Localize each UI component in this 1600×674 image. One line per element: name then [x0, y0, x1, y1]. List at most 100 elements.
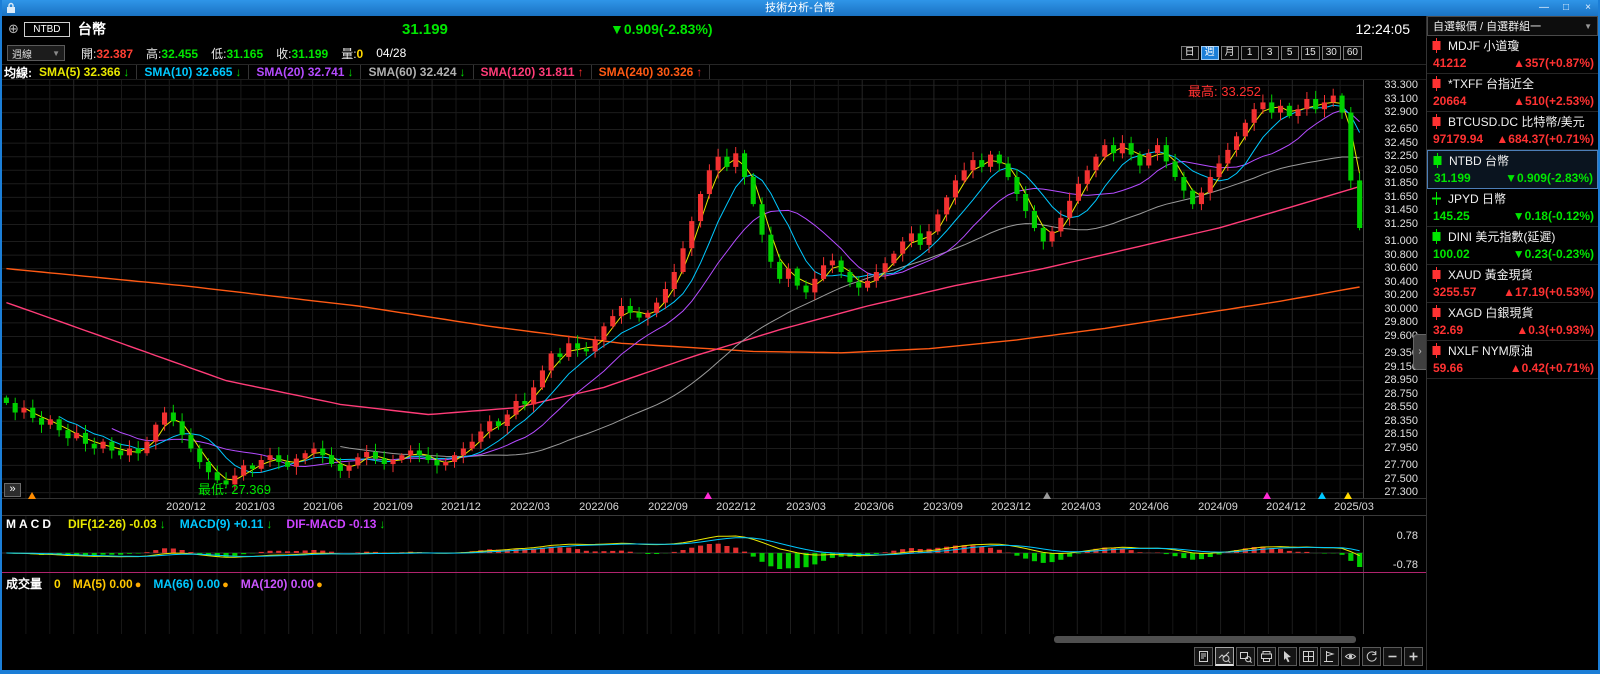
- candle-icon: [1432, 76, 1441, 91]
- watchlist-item[interactable]: MDJF 小道瓊 41212 ▲357(+0.87%): [1427, 36, 1598, 74]
- event-marker-icon: [28, 492, 36, 499]
- report-button[interactable]: [1194, 647, 1213, 666]
- watchlist-item[interactable]: *TXFF 台指近全 20664 ▲510(+2.53%): [1427, 74, 1598, 112]
- price-tick: 30.400: [1384, 275, 1418, 288]
- price-tick: 31.850: [1384, 177, 1418, 190]
- zoom-in-button[interactable]: [1404, 647, 1423, 666]
- chart-main-area: ⊕ 台幣 31.199 ▼0.909(-2.83%) 12:24:05 週線 ▼…: [2, 16, 1426, 670]
- watchlist-item-change: ▲510(+2.53%): [1513, 93, 1594, 108]
- macd-axis: 0.78 -0.78: [1364, 516, 1422, 573]
- price-tick: 33.100: [1384, 92, 1418, 105]
- sidebar-collapse-handle[interactable]: ›: [1413, 334, 1426, 370]
- cursor-button[interactable]: [1278, 647, 1297, 666]
- watchlist-item-change: ▲357(+0.87%): [1513, 55, 1594, 70]
- indicator-button[interactable]: [1320, 647, 1339, 666]
- timeframe-button-週[interactable]: 週: [1200, 46, 1219, 60]
- watchlist-item[interactable]: XAGD 白銀現貨 32.69 ▲0.3(+0.93%): [1427, 303, 1598, 341]
- watchlist-item[interactable]: JPYD 日幣 145.25 ▼0.18(-0.12%): [1427, 189, 1598, 227]
- watchlist-item-name: DINI 美元指數(延遲): [1431, 228, 1594, 245]
- zoom-out-button[interactable]: [1383, 647, 1402, 666]
- eye-button[interactable]: [1341, 647, 1360, 666]
- watchlist-item-name: BTCUSD.DC 比特幣/美元: [1431, 113, 1594, 130]
- timeframe-button-3[interactable]: 3: [1260, 46, 1279, 60]
- timeframe-button-30[interactable]: 30: [1321, 46, 1341, 60]
- volume-legend-item: MA(5) 0.00 ●: [72, 576, 142, 591]
- print-button[interactable]: [1257, 647, 1276, 666]
- main-chart[interactable]: 33.300 33.100 32.900 32.650 32.450 32.250 32.0…: [2, 79, 1426, 499]
- timeframe-button-1[interactable]: 1: [1240, 46, 1259, 60]
- ohlc-row: 開:32.387 高:32.455 低:31.165 收:31.199 量:0: [81, 45, 363, 62]
- watchlist-item-name: NXLF NYM原油: [1431, 342, 1594, 359]
- symbol-name: 台幣: [77, 21, 106, 37]
- ohlc-field: 開:32.387: [81, 46, 134, 61]
- volume-legend: 成交量 0 MA(5) 0.00 ● MA(66) 0.00 ● MA(120) 0.0…: [6, 575, 323, 592]
- watchlist-group-select[interactable]: 自選報價 / 自選群組一 ▼: [1427, 16, 1598, 36]
- ohlc-field: 高:32.455: [146, 46, 199, 61]
- sma-legend-item: SMA(120) 31.811 ↑: [474, 65, 592, 79]
- price-tick: 28.150: [1384, 428, 1418, 441]
- print-icon: [1261, 651, 1272, 662]
- price-tick: 32.900: [1384, 106, 1418, 119]
- volume-legend-item: MA(120) 0.00 ●: [240, 576, 323, 591]
- price-tick: 32.450: [1384, 136, 1418, 149]
- price-tick: 32.650: [1384, 123, 1418, 136]
- volume-legend-item: MA(66) 0.00 ●: [153, 576, 229, 591]
- region-zoom-button[interactable]: [1236, 647, 1255, 666]
- sma-legend-item: SMA(20) 32.741 ↓: [249, 65, 362, 79]
- watchlist-group-label: 自選報價 / 自選群組一: [1433, 21, 1542, 33]
- watchlist-item-name: *TXFF 台指近全: [1431, 75, 1594, 92]
- date-tick: 2022/09: [648, 501, 688, 513]
- watchlist-item[interactable]: XAUD 黃金現貨 3255.57 ▲17.19(+0.53%): [1427, 265, 1598, 303]
- price-tick: 28.950: [1384, 374, 1418, 387]
- refresh-icon: [1366, 651, 1377, 662]
- price-tick: 27.500: [1384, 472, 1418, 485]
- sma-legend-item: SMA(240) 30.326 ↑: [592, 65, 711, 79]
- date-tick: 2024/12: [1266, 501, 1306, 513]
- price-tick: 31.450: [1384, 204, 1418, 217]
- candlestick-plot[interactable]: [2, 80, 1364, 498]
- candle-icon: [1432, 229, 1441, 244]
- maximize-button[interactable]: □: [1562, 2, 1570, 13]
- symbol-search-icon[interactable]: ⊕: [8, 21, 19, 36]
- price-tick: 28.350: [1384, 414, 1418, 427]
- clock: 12:24:05: [1355, 21, 1411, 37]
- price-tick: 30.200: [1384, 289, 1418, 302]
- watchlist-item[interactable]: BTCUSD.DC 比特幣/美元 97179.94 ▲684.37(+0.71%): [1427, 112, 1598, 150]
- price-tick: 27.300: [1384, 486, 1418, 499]
- timeframe-button-月[interactable]: 月: [1220, 46, 1239, 60]
- price-tick: 30.000: [1384, 302, 1418, 315]
- timeframe-button-5[interactable]: 5: [1280, 46, 1299, 60]
- minimize-button[interactable]: —: [1539, 2, 1549, 13]
- symbol-code-input[interactable]: [23, 21, 70, 37]
- macd-title: MACD: [6, 517, 54, 531]
- refresh-button[interactable]: [1362, 647, 1381, 666]
- price-tick: 29.600: [1384, 330, 1418, 342]
- bottom-toolbar: [1194, 647, 1423, 666]
- timeframe-button-日[interactable]: 日: [1180, 46, 1199, 60]
- grid-button[interactable]: [1299, 647, 1318, 666]
- watchlist-item[interactable]: NTBD 台幣 31.199 ▼0.909(-2.83%): [1427, 150, 1598, 189]
- date-tick: 2024/09: [1198, 501, 1238, 513]
- horizontal-scrollbar[interactable]: [1054, 636, 1356, 643]
- price-tick: 29.800: [1384, 316, 1418, 329]
- expand-button[interactable]: »: [4, 483, 21, 497]
- close-button[interactable]: ×: [1585, 2, 1591, 13]
- timeframe-buttons: 日週月 1 3 5 15 30 60: [1180, 46, 1362, 60]
- watchlist-item[interactable]: NXLF NYM原油 59.66 ▲0.42(+0.71%): [1427, 341, 1598, 379]
- sma-legend-item: SMA(5) 32.366 ↓: [32, 65, 138, 79]
- price-tick: 29.150: [1384, 360, 1418, 373]
- chart-zoom-icon: [1218, 651, 1231, 663]
- date-tick: 2023/12: [991, 501, 1031, 513]
- price-change: ▼0.909(-2.83%): [610, 21, 713, 37]
- timeframe-button-60[interactable]: 60: [1342, 46, 1362, 60]
- date-tick: 2023/03: [786, 501, 826, 513]
- watchlist-item-change: ▲0.3(+0.93%): [1516, 322, 1594, 337]
- event-marker-icon: [1344, 492, 1352, 499]
- period-select[interactable]: 週線 ▼: [7, 45, 65, 61]
- watchlist-item[interactable]: DINI 美元指數(延遲) 100.02 ▼0.23(-0.23%): [1427, 227, 1598, 265]
- grid-icon: [1303, 651, 1314, 662]
- sma-legend: 均線: SMA(5) 32.366 ↓ SMA(10) 32.665 ↓ SMA(20)…: [2, 64, 1426, 80]
- timeframe-button-15[interactable]: 15: [1300, 46, 1320, 60]
- eye-icon: [1344, 653, 1357, 660]
- chart-zoom-button[interactable]: [1215, 647, 1234, 666]
